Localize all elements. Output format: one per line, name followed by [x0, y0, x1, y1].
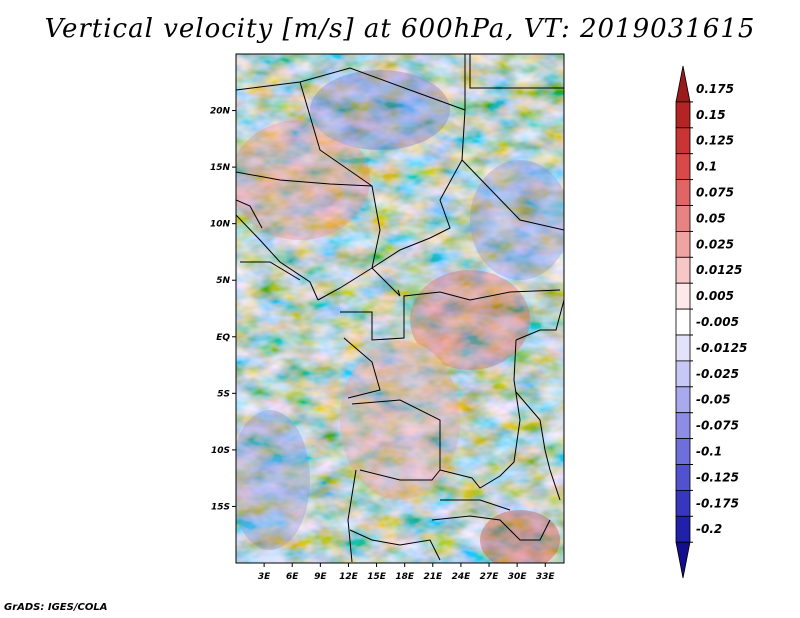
- colorbar-label: -0.1: [696, 445, 722, 459]
- colorbar-swatch: [675, 464, 691, 491]
- lon-tick-label: 24E: [452, 572, 472, 582]
- colorbar-swatch: [675, 153, 691, 180]
- colorbar-swatch: [675, 308, 691, 336]
- colorbar-label: 0.0125: [696, 263, 742, 277]
- lon-tick-label: 27E: [480, 572, 500, 582]
- lon-tick-label: 6E: [286, 572, 299, 582]
- colorbar-swatch: [675, 230, 691, 258]
- colorbar-label: -0.2: [696, 522, 722, 536]
- colorbar-swatch: [675, 256, 691, 284]
- colorbar-label: 0.075: [696, 186, 734, 200]
- colorbar-swatch: [675, 65, 691, 103]
- latitude-axis: 20N 15N 10N 5N EQ 5S 10S 15S: [210, 107, 236, 512]
- lon-tick-label: 33E: [536, 572, 556, 582]
- colorbar-label: 0.05: [696, 211, 726, 225]
- colorbar-swatch: [675, 282, 691, 310]
- colorbar-swatch: [675, 541, 691, 579]
- lat-tick-label: 5S: [217, 389, 230, 399]
- colorbar-swatch: [675, 101, 691, 129]
- lon-tick-label: 9E: [314, 572, 327, 582]
- colorbar-label: -0.175: [696, 496, 739, 510]
- lat-tick-label: EQ: [216, 333, 230, 343]
- colorbar-swatch: [675, 412, 691, 440]
- lon-tick-label: 21E: [423, 572, 443, 582]
- colorbar-swatch: [675, 438, 691, 465]
- colorbar-label: 0.175: [696, 82, 734, 96]
- colorbar-label: 0.1: [696, 160, 717, 174]
- lon-tick-label: 15E: [367, 572, 387, 582]
- map-frame: [235, 53, 565, 564]
- lat-tick-label: 10S: [211, 446, 230, 456]
- lat-tick-label: 15N: [210, 163, 231, 173]
- colorbar: 0.175 0.15 0.125 0.1 0.075 0.05 0.025 0.0125 0.0…: [675, 65, 747, 579]
- lat-tick-label: 20N: [210, 107, 231, 117]
- lon-tick-label: 30E: [508, 572, 528, 582]
- grads-credit: GrADS: IGES/COLA: [4, 602, 108, 613]
- colorbar-label: -0.005: [696, 315, 739, 329]
- lat-tick-label: 15S: [211, 502, 230, 512]
- colorbar-label: 0.125: [696, 134, 734, 148]
- colorbar-label: 0.005: [696, 289, 734, 303]
- colorbar-swatch: [675, 179, 691, 206]
- colorbar-swatch: [675, 127, 691, 155]
- colorbar-label: -0.125: [696, 470, 739, 484]
- lat-tick-label: 5N: [216, 276, 230, 286]
- colorbar-label: -0.05: [696, 393, 731, 407]
- colorbar-swatch: [675, 360, 691, 388]
- colorbar-label: -0.0125: [696, 341, 747, 355]
- colorbar-swatch: [675, 334, 691, 362]
- map-panel: [235, 53, 565, 564]
- lon-tick-label: 3E: [258, 572, 271, 582]
- lat-tick-label: 10N: [210, 220, 231, 230]
- colorbar-label: -0.075: [696, 419, 739, 433]
- colorbar-label: -0.025: [696, 367, 739, 381]
- colorbar-swatch: [675, 515, 691, 543]
- colorbar-swatch: [675, 386, 691, 414]
- colorbar-swatch: [675, 489, 691, 517]
- colorbar-swatch: [675, 205, 691, 232]
- lon-tick-label: 12E: [339, 572, 359, 582]
- colorbar-label: 0.15: [696, 108, 726, 122]
- country-boundaries: [236, 54, 564, 563]
- lon-tick-label: 18E: [395, 572, 415, 582]
- chart-title: Vertical velocity [m/s] at 600hPa, VT: 2…: [44, 14, 756, 44]
- longitude-axis: 3E 6E 9E 12E 15E 18E 21E 24E 27E 30E 33E: [258, 563, 556, 582]
- colorbar-label: 0.025: [696, 237, 734, 251]
